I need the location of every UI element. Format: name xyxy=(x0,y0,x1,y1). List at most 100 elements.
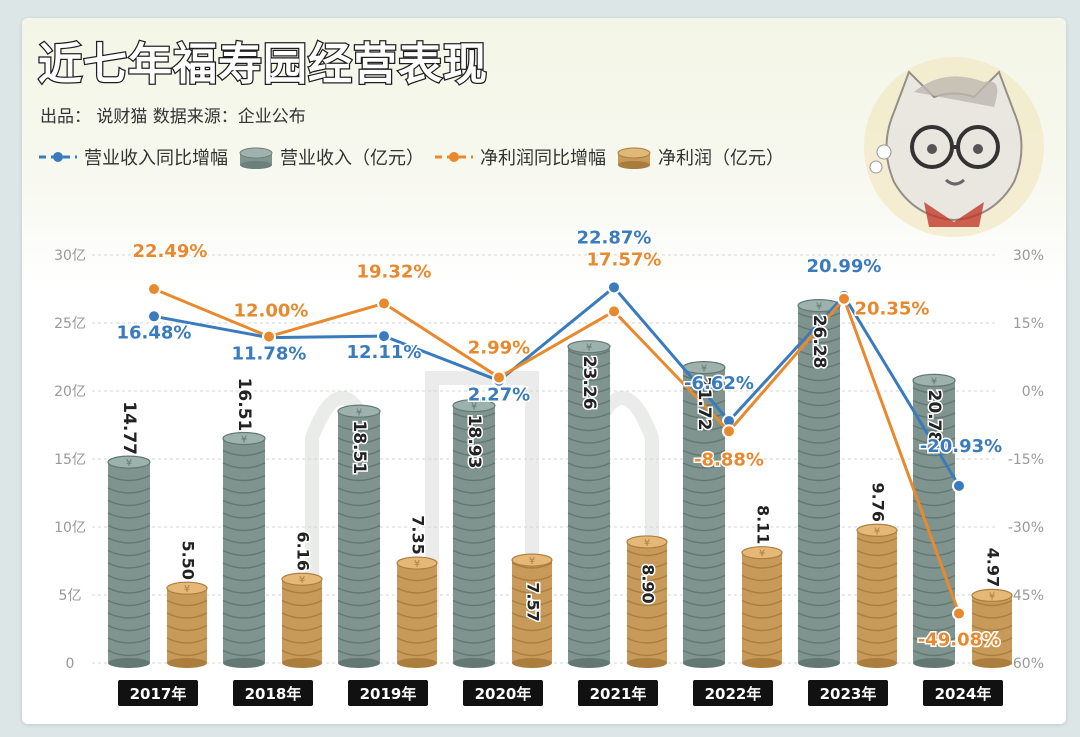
coin-edge xyxy=(567,587,611,594)
bar-body xyxy=(108,462,150,663)
coin-edge xyxy=(511,587,553,594)
coin-edge xyxy=(797,312,841,319)
profit-value-label: 6.16 xyxy=(294,531,313,570)
coin-symbol: ¥ xyxy=(816,302,822,313)
legend-line-icon xyxy=(435,152,473,162)
coin-edge xyxy=(682,637,726,644)
coin-edge xyxy=(626,637,668,644)
category-label: 2017年 xyxy=(130,685,187,703)
profit-value-label: 8.90 xyxy=(639,564,658,603)
y-right-tick-label: -30% xyxy=(1008,520,1044,536)
coin-edge xyxy=(511,637,553,644)
coin-edge xyxy=(567,387,611,394)
coin-edge xyxy=(567,637,611,644)
page-title: 近七年福寿园经营表现 xyxy=(37,38,489,92)
coin-edge xyxy=(452,587,496,594)
bar-top xyxy=(337,404,381,418)
coin-edge xyxy=(797,487,841,494)
coin-edge xyxy=(452,549,496,557)
coin-edge xyxy=(452,624,496,632)
coin-edge xyxy=(797,549,841,557)
coin-edge xyxy=(107,637,151,644)
coin-edge xyxy=(337,574,381,582)
coin-symbol: ¥ xyxy=(759,549,765,560)
legend: 营业收入同比增幅 营业收入（亿元） 净利润同比增幅 净利润（亿元） xyxy=(38,142,794,172)
revenue-value-label: 16.51 xyxy=(234,378,254,432)
coin-edge xyxy=(452,512,496,519)
coin-edge xyxy=(107,612,151,619)
coin-edge xyxy=(912,387,956,394)
coin-edge xyxy=(567,362,611,369)
coin-edge xyxy=(797,324,841,332)
coin-symbol: ¥ xyxy=(874,526,880,537)
bar-body xyxy=(512,560,552,663)
coin-edge xyxy=(971,599,1013,607)
bar-base xyxy=(282,658,322,668)
coin-edge xyxy=(797,624,841,632)
coin-edge xyxy=(971,637,1013,644)
coin-edge xyxy=(567,349,611,357)
coin-edge xyxy=(682,374,726,382)
category-tag xyxy=(348,680,428,706)
revenue-growth-point xyxy=(607,280,621,295)
coin-edge xyxy=(337,587,381,594)
bar-top xyxy=(626,535,668,549)
coin-symbol: ¥ xyxy=(414,559,420,570)
profit-growth-label: 2.99% xyxy=(468,337,530,358)
coin-edge xyxy=(281,599,323,607)
coin-edge xyxy=(682,562,726,569)
coin-edge xyxy=(741,612,783,619)
coin-edge xyxy=(281,649,323,657)
coin-edge xyxy=(567,437,611,444)
coin-edge xyxy=(107,524,151,532)
coin-edge xyxy=(912,549,956,557)
coin-edge xyxy=(682,424,726,432)
revenue-growth-point xyxy=(377,329,391,344)
bar-top xyxy=(567,340,611,354)
y-left-tick-label: 20亿 xyxy=(54,384,86,400)
bar-body xyxy=(972,595,1012,663)
coin-edge xyxy=(222,574,266,582)
coin-edge xyxy=(912,424,956,432)
coin-edge xyxy=(912,599,956,607)
profit-value-label: 7.57 xyxy=(524,582,543,621)
coin-edge xyxy=(912,624,956,632)
bar-base xyxy=(742,658,782,668)
coin-edge xyxy=(222,637,266,644)
coin-edge xyxy=(107,499,151,507)
coin-edge xyxy=(337,424,381,432)
profit-bar: ¥ xyxy=(626,535,668,668)
y-right-tick-label: 15% xyxy=(1013,316,1044,332)
coin-edge xyxy=(396,574,438,582)
coin-edge xyxy=(912,399,956,407)
coin-edge xyxy=(107,562,151,569)
bar-top xyxy=(971,588,1013,603)
coin-edge xyxy=(222,599,266,607)
coin-edge xyxy=(912,637,956,644)
coin-edge xyxy=(452,487,496,494)
profit-growth-point xyxy=(952,606,966,621)
coin-edge xyxy=(912,649,956,657)
coin-edge xyxy=(682,549,726,557)
coin-edge xyxy=(741,562,783,569)
coin-edge xyxy=(452,412,496,419)
coin-edge xyxy=(281,612,323,619)
profit-growth-label: -8.88% xyxy=(694,449,764,470)
bar-top xyxy=(741,546,783,560)
coin-edge xyxy=(107,474,151,482)
coin-edge xyxy=(337,637,381,644)
coin-edge xyxy=(626,587,668,594)
coin-edge xyxy=(856,549,898,557)
coin-edge xyxy=(567,599,611,607)
bar-body xyxy=(397,563,437,663)
coin-edge xyxy=(107,549,151,557)
bar-body xyxy=(282,579,322,663)
coin-edge xyxy=(452,437,496,444)
coin-edge xyxy=(912,512,956,519)
coin-edge xyxy=(107,649,151,657)
coin-edge xyxy=(856,637,898,644)
coin-edge xyxy=(337,599,381,607)
profit-bar: ¥ xyxy=(166,581,208,668)
coin-edge xyxy=(626,574,668,582)
coin-edge xyxy=(856,574,898,582)
